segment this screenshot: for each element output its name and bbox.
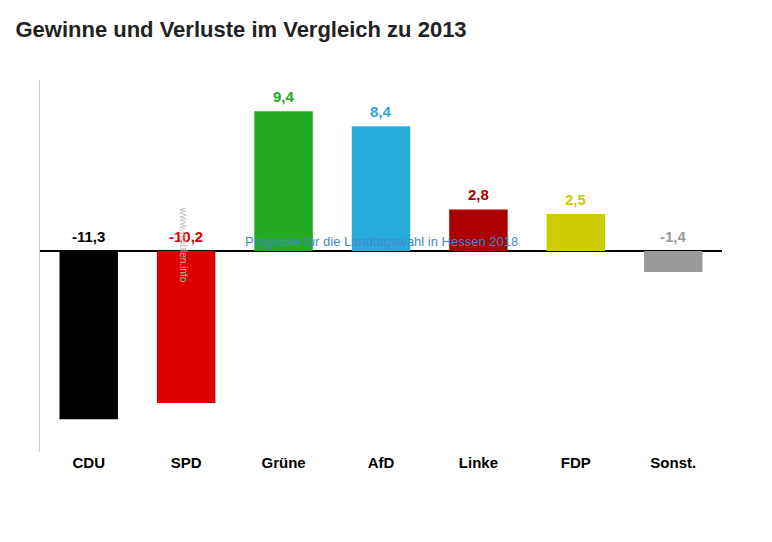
svg-text:8,4: 8,4 bbox=[370, 103, 392, 120]
svg-text:SPD: SPD bbox=[171, 454, 202, 471]
svg-text:CDU: CDU bbox=[72, 454, 105, 471]
svg-text:www.wahlen.info: www.wahlen.info bbox=[178, 207, 189, 283]
svg-text:2,5: 2,5 bbox=[565, 191, 586, 208]
svg-text:FDP: FDP bbox=[561, 454, 591, 471]
svg-text:Linke: Linke bbox=[459, 454, 498, 471]
svg-text:Gewinne und Verluste im Vergle: Gewinne und Verluste im Vergleich zu 201… bbox=[15, 17, 466, 42]
svg-text:2,8: 2,8 bbox=[468, 186, 489, 203]
svg-text:9,4: 9,4 bbox=[273, 88, 295, 105]
svg-text:-10,2: -10,2 bbox=[169, 228, 203, 245]
svg-text:Grüne: Grüne bbox=[261, 454, 305, 471]
svg-text:-11,3: -11,3 bbox=[72, 228, 105, 245]
svg-text:Sonst.: Sonst. bbox=[650, 454, 696, 471]
svg-text:Prognose für die Landtagswahl: Prognose für die Landtagswahl in Hessen … bbox=[245, 234, 518, 249]
svg-text:AfD: AfD bbox=[368, 454, 395, 471]
svg-text:-1,4: -1,4 bbox=[660, 228, 687, 245]
